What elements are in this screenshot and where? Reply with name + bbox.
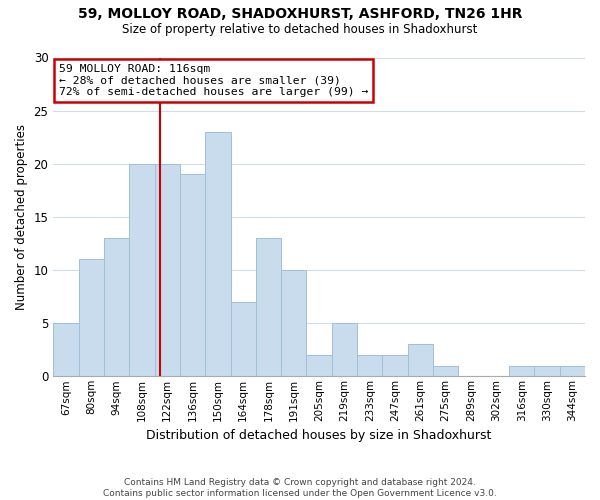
Bar	[509, 366, 535, 376]
Text: Size of property relative to detached houses in Shadoxhurst: Size of property relative to detached ho…	[122, 22, 478, 36]
Bar	[433, 366, 458, 376]
Bar	[53, 323, 79, 376]
Bar	[230, 302, 256, 376]
Bar	[281, 270, 307, 376]
Bar	[256, 238, 281, 376]
X-axis label: Distribution of detached houses by size in Shadoxhurst: Distribution of detached houses by size …	[146, 430, 492, 442]
Bar	[382, 355, 408, 376]
Bar	[357, 355, 382, 376]
Y-axis label: Number of detached properties: Number of detached properties	[15, 124, 28, 310]
Bar	[155, 164, 180, 376]
Bar	[180, 174, 205, 376]
Bar	[79, 260, 104, 376]
Bar	[408, 344, 433, 376]
Text: 59, MOLLOY ROAD, SHADOXHURST, ASHFORD, TN26 1HR: 59, MOLLOY ROAD, SHADOXHURST, ASHFORD, T…	[78, 8, 522, 22]
Bar	[129, 164, 155, 376]
Bar	[535, 366, 560, 376]
Bar	[332, 323, 357, 376]
Bar	[560, 366, 585, 376]
Bar	[205, 132, 230, 376]
Bar	[307, 355, 332, 376]
Text: 59 MOLLOY ROAD: 116sqm
← 28% of detached houses are smaller (39)
72% of semi-det: 59 MOLLOY ROAD: 116sqm ← 28% of detached…	[59, 64, 368, 97]
Text: Contains HM Land Registry data © Crown copyright and database right 2024.
Contai: Contains HM Land Registry data © Crown c…	[103, 478, 497, 498]
Bar	[104, 238, 129, 376]
